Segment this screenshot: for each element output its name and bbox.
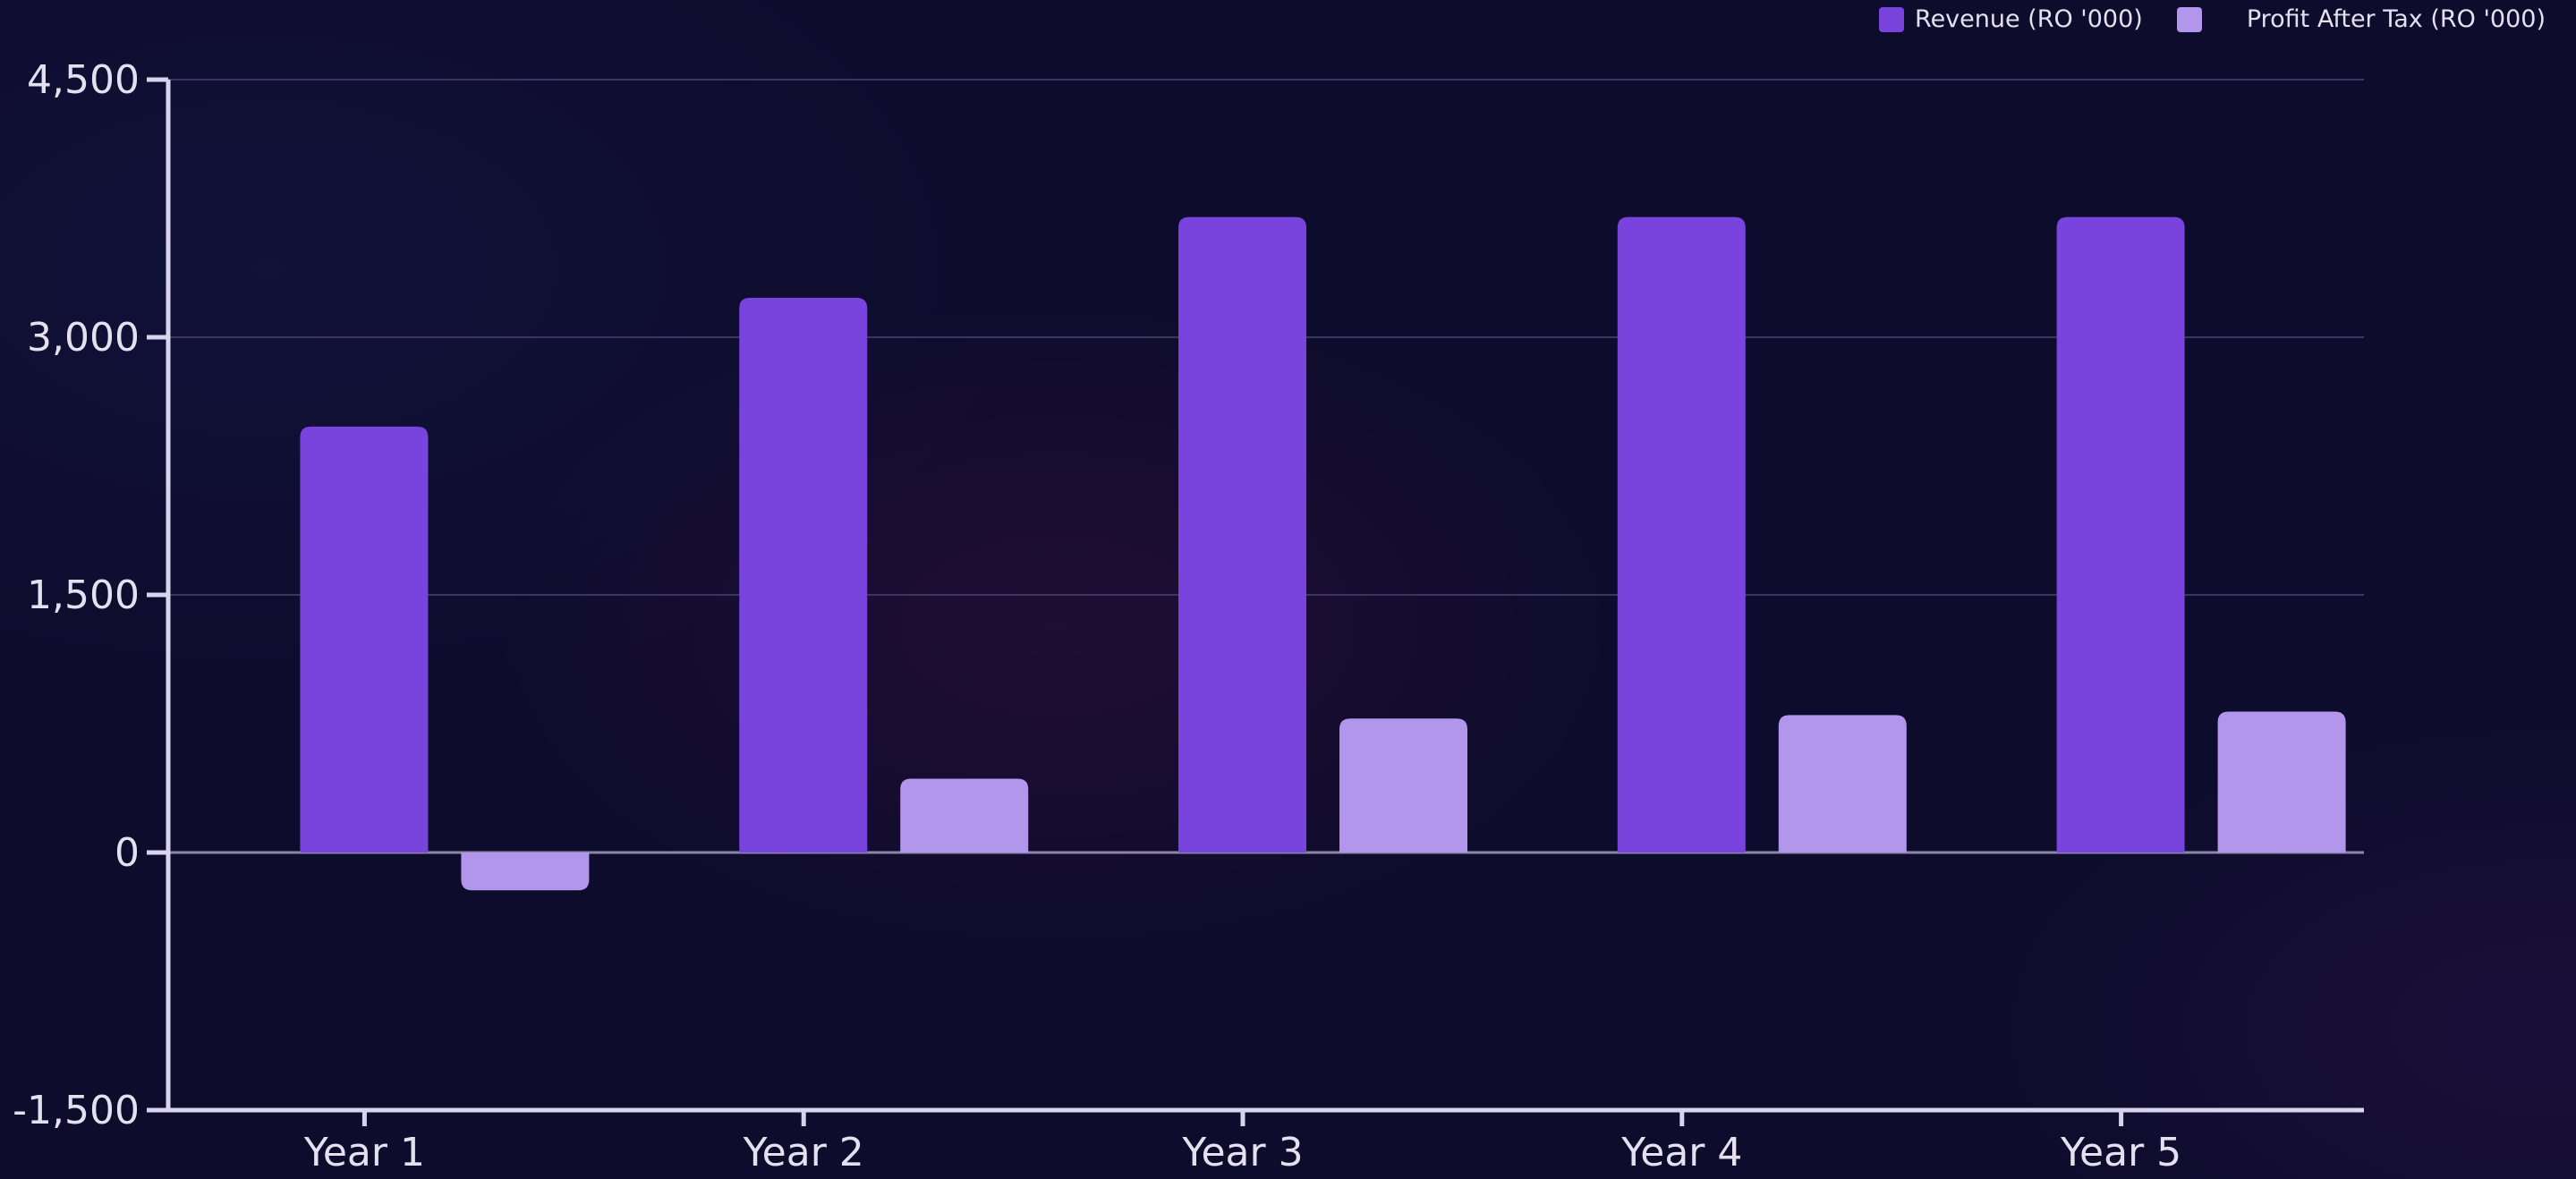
x-tick-label: Year 5 <box>2060 1130 2181 1175</box>
profit-bar <box>2217 711 2346 852</box>
legend-swatch-profit <box>2176 6 2202 32</box>
revenue-bar <box>1617 216 1746 853</box>
legend-swatch-revenue <box>1879 6 1905 32</box>
revenue-bar <box>300 426 429 852</box>
profit-bar <box>1339 718 1467 852</box>
x-tick-label: Year 4 <box>1620 1130 1742 1175</box>
profit-bar <box>1778 715 1907 852</box>
x-tick-label: Year 1 <box>303 1130 425 1175</box>
revenue-bar <box>739 297 868 853</box>
y-tick-label: 1,500 <box>27 573 140 618</box>
x-tick-label: Year 3 <box>1181 1130 1303 1175</box>
y-tick-label: 0 <box>115 830 140 876</box>
x-tick-label: Year 2 <box>743 1130 864 1175</box>
y-tick-label: 3,000 <box>27 315 140 360</box>
y-tick-label: -1,500 <box>13 1088 140 1133</box>
revenue-bar <box>2056 216 2185 853</box>
profit-bar <box>461 852 590 891</box>
chart-legend: Revenue (RO '000) Profit After Tax (RO '… <box>1879 5 2546 33</box>
legend-label-profit: Profit After Tax (RO '000) <box>2246 5 2546 33</box>
profit-bar <box>900 778 1029 852</box>
legend-item-profit[interactable]: Profit After Tax (RO '000) <box>2176 5 2546 33</box>
revenue-bar <box>1178 216 1306 853</box>
legend-item-revenue[interactable]: Revenue (RO '000) <box>1879 5 2143 33</box>
legend-label-revenue: Revenue (RO '000) <box>1915 5 2143 33</box>
y-tick-label: 4,500 <box>27 57 140 103</box>
